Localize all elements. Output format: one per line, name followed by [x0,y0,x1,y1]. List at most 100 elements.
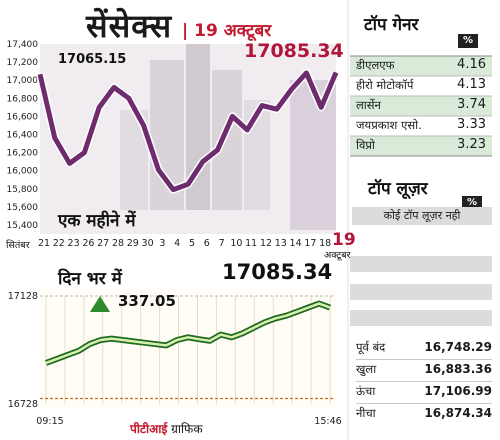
gainer-row: लार्सेन 3.74 [350,96,492,116]
monthly-x-tick: 11 [245,238,257,249]
monthly-x-tick: 6 [204,238,210,249]
monthly-y-tick: 17,400 [7,40,39,50]
monthly-y-tick: 16,600 [7,112,39,122]
monthly-x-tick: 28 [112,238,124,249]
monthly-y-tick: 16,400 [7,130,39,140]
credit-agency: पीटीआई [130,422,168,436]
monthly-x-tick: 21 [38,238,50,249]
summary-value: 16,883.36 [424,362,492,376]
monthly-x-tick: 4 [174,238,180,249]
gainers-unit-badge: % [458,34,478,48]
summary-value: 16,874.34 [424,406,492,420]
gainer-value: 3.33 [457,117,486,132]
divider [356,381,492,382]
gainer-row: विप्रो 3.23 [350,136,492,156]
monthly-y-axis: 17,400 17,200 17,000 16,800 16,600 16,400 16,2… [7,40,39,231]
monthly-side-shade [290,80,336,230]
intraday-series [44,300,332,366]
monthly-subtitle: एक महीने में [58,211,136,231]
divider [356,403,492,404]
monthly-first-month: सितंबर [6,240,30,251]
monthly-y-tick: 15,600 [7,203,39,213]
summary-row: नीचा 16,874.34 [356,404,492,424]
monthly-y-tick: 17,000 [7,76,39,86]
intraday-last-value: 17085.34 [222,260,333,284]
monthly-x-tick: 23 [68,238,80,249]
monthly-y-tick: 15,400 [7,221,39,231]
summary-label: नीचा [356,406,376,420]
monthly-x-tick: 10 [230,238,242,249]
spacer-band [350,310,492,326]
gainer-value: 4.13 [457,77,486,92]
gainer-name: डीएलएफ [356,58,395,72]
credit-text: ग्राफिक [171,422,203,436]
up-arrow-icon [90,296,110,312]
summary-label: पूर्व बंद [356,340,386,354]
monthly-x-tick: 18 [319,238,331,249]
intraday-x-tick: 09:15 [36,416,63,427]
monthly-x-tick: 29 [127,238,139,249]
intraday-x-axis: 09:15 15:46 [36,416,341,427]
monthly-x-tick: 5 [189,238,195,249]
monthly-x-tick: 30 [142,238,154,249]
summary-label: ऊंचा [356,384,376,398]
gainer-value: 4.16 [457,57,486,72]
monthly-x-tick: 17 [304,238,316,249]
page-date: | 19 अक्टूबर [182,21,272,41]
gainer-value: 3.74 [457,97,486,112]
monthly-series [36,68,340,194]
monthly-x-tick: 13 [275,238,287,249]
top-losers-title: टॉप लूज़र [368,179,428,199]
gainer-row: जयप्रकाश एसो. 3.33 [350,116,492,136]
monthly-last-month: अक्टूबर [324,250,351,261]
monthly-y-tick: 16,200 [7,149,39,159]
monthly-x-tick: 22 [53,238,65,249]
monthly-x-tick: 7 [219,238,225,249]
intraday-x-tick: 15:46 [314,416,341,427]
monthly-x-tick: 12 [260,238,272,249]
monthly-end-value: 17085.34 [244,40,344,62]
monthly-x-tick: 3 [159,238,165,249]
no-loser-message: कोई टॉप लूज़र नही [352,207,492,225]
page-title: सेंसेक्स [86,7,173,45]
gainer-name: विप्रो [356,138,375,152]
intraday-change-value: 337.05 [118,292,176,310]
summary-value: 16,748.29 [424,340,492,354]
monthly-x-tick: 26 [82,238,94,249]
gainer-value: 3.23 [457,137,486,152]
gainer-row: डीएलएफ 4.16 [350,56,492,76]
monthly-start-value: 17065.15 [58,52,127,67]
summary-row: खुला 16,883.36 [356,360,492,380]
monthly-x-tick: 27 [97,238,109,249]
intraday-y-tick: 16728 [8,399,38,410]
building-illustration [120,44,270,210]
intraday-y-tick: 17128 [8,291,38,302]
monthly-y-tick: 17,200 [7,58,39,68]
divider [356,359,492,360]
graphic-credit: पीटीआई ग्राफिक [130,420,203,437]
monthly-x-axis: 21 22 23 26 27 28 29 30 3 4 5 6 7 10 11 12 13 14 17 18 [38,238,331,249]
losers-unit-badge: % [462,196,482,210]
summary-value: 17,106.99 [424,384,492,398]
summary-row: पूर्व बंद 16,748.29 [356,338,492,358]
gainer-name: लार्सेन [356,98,381,112]
gainer-name: हीरो मोटोकॉर्प [356,78,414,92]
intraday-subtitle: दिन भर में [58,269,122,289]
monthly-y-tick: 16,000 [7,167,39,177]
spacer-band [350,284,492,300]
summary-label: खुला [356,362,377,376]
intraday-plot-area [40,290,336,408]
top-gainers-title: टॉप गेनर [364,15,419,35]
monthly-y-tick: 15,800 [7,185,39,195]
monthly-last-date: 19 [332,230,356,250]
monthly-y-tick: 16,800 [7,94,39,104]
gainer-row: हीरो मोटोकॉर्प 4.13 [350,76,492,96]
spacer-band [350,256,492,272]
summary-row: ऊंचा 17,106.99 [356,382,492,402]
intraday-grid [40,295,334,404]
intraday-y-axis: 17128 16728 [8,291,38,410]
gainer-name: जयप्रकाश एसो. [356,118,422,132]
monthly-x-tick: 14 [290,238,302,249]
